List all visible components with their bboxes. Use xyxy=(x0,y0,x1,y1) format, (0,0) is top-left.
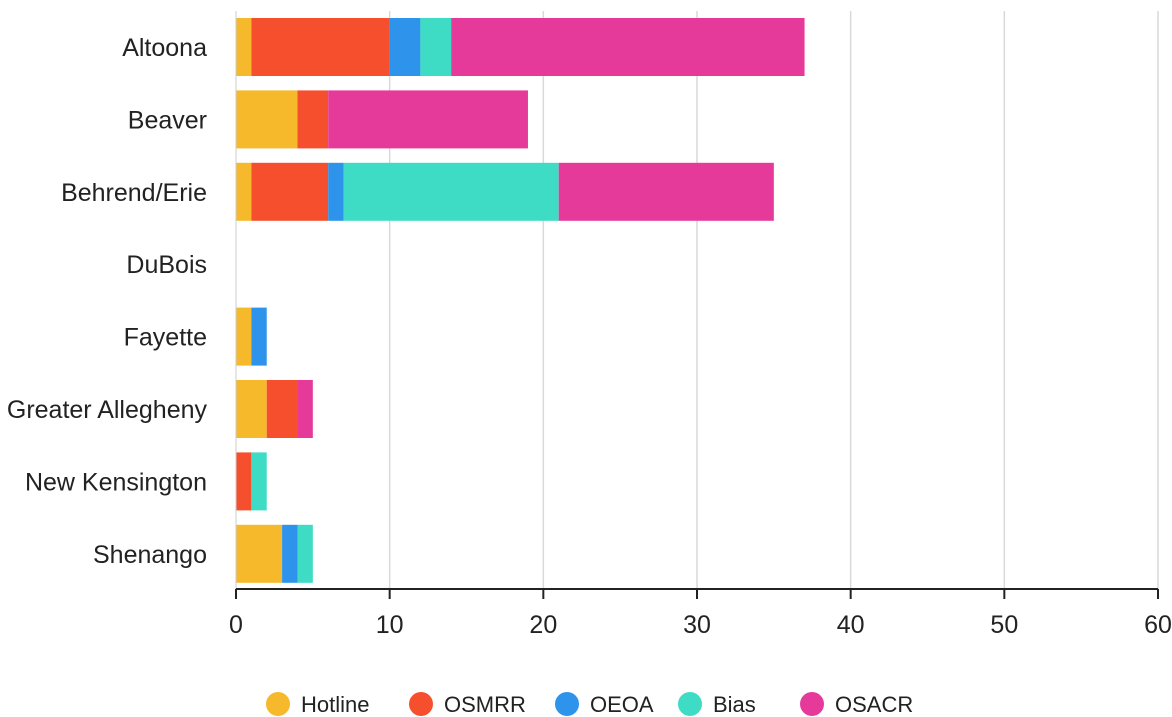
legend-swatch xyxy=(409,692,433,716)
bar-oeoa-fayette xyxy=(251,307,267,366)
category-label: DuBois xyxy=(126,251,207,279)
x-tick-label: 60 xyxy=(1144,611,1172,639)
bar-bias-altoona xyxy=(420,18,452,76)
legend-swatch xyxy=(678,692,702,716)
x-tick-label: 10 xyxy=(376,611,404,639)
bar-oeoa-shenango xyxy=(282,524,298,583)
bar-hotline-fayette xyxy=(236,307,252,366)
legend-label: OEOA xyxy=(590,692,654,717)
legend-swatch xyxy=(266,692,290,716)
legend-item-osmrr[interactable]: OSMRR xyxy=(409,692,526,717)
bar-osmrr-behrend-erie xyxy=(251,162,329,221)
x-tick-label: 20 xyxy=(529,611,557,639)
legend-label: Bias xyxy=(713,692,756,717)
x-tick-label: 50 xyxy=(990,611,1018,639)
legend-item-osacr[interactable]: OSACR xyxy=(800,692,913,717)
legend-item-bias[interactable]: Bias xyxy=(678,692,756,717)
bar-osacr-greater-allegheny xyxy=(297,380,313,438)
x-tick-label: 30 xyxy=(683,611,711,639)
category-label: Greater Allegheny xyxy=(7,396,208,424)
legend[interactable]: Hotline OSMRR OEOA Bias OSACR xyxy=(266,692,913,717)
bar-hotline-beaver xyxy=(236,90,298,149)
bar-osmrr-new-kensington xyxy=(236,452,252,511)
bar-osacr-altoona xyxy=(451,18,805,76)
legend-swatch xyxy=(555,692,579,716)
bar-bias-shenango xyxy=(297,524,313,583)
bar-osmrr-greater-allegheny xyxy=(266,380,298,438)
x-tick-label: 0 xyxy=(229,611,243,639)
bar-hotline-greater-allegheny xyxy=(236,380,267,438)
bar-bias-behrend-erie xyxy=(343,162,559,221)
category-label: Fayette xyxy=(124,324,207,352)
category-label: Behrend/Erie xyxy=(61,179,207,207)
category-label: New Kensington xyxy=(25,468,207,496)
bar-hotline-behrend-erie xyxy=(236,162,252,221)
legend-item-oeoa[interactable]: OEOA xyxy=(555,692,654,717)
category-label: Shenango xyxy=(93,541,207,569)
bar-osmrr-altoona xyxy=(251,18,390,76)
legend-item-hotline[interactable]: Hotline xyxy=(266,692,369,717)
bar-osacr-beaver xyxy=(328,90,528,149)
bar-osacr-behrend-erie xyxy=(558,162,774,221)
bar-oeoa-altoona xyxy=(389,18,421,76)
bar-oeoa-behrend-erie xyxy=(328,162,344,221)
bar-hotline-shenango xyxy=(236,524,283,583)
category-label: Beaver xyxy=(128,106,207,134)
legend-swatch xyxy=(800,692,824,716)
bar-osmrr-beaver xyxy=(297,90,329,149)
bar-bias-new-kensington xyxy=(251,452,267,511)
legend-label: OSMRR xyxy=(444,692,526,717)
bar-hotline-altoona xyxy=(236,18,252,76)
legend-label: OSACR xyxy=(835,692,913,717)
category-labels: Altoona Beaver Behrend/Erie DuBois Fayette Gr… xyxy=(7,34,208,569)
bars xyxy=(236,18,805,583)
grid-lines xyxy=(388,11,1159,589)
x-axis: 0 10 20 30 40 50 60 xyxy=(229,11,1172,639)
category-label: Altoona xyxy=(122,34,207,62)
legend-label: Hotline xyxy=(301,692,369,717)
x-tick-label: 40 xyxy=(837,611,865,639)
